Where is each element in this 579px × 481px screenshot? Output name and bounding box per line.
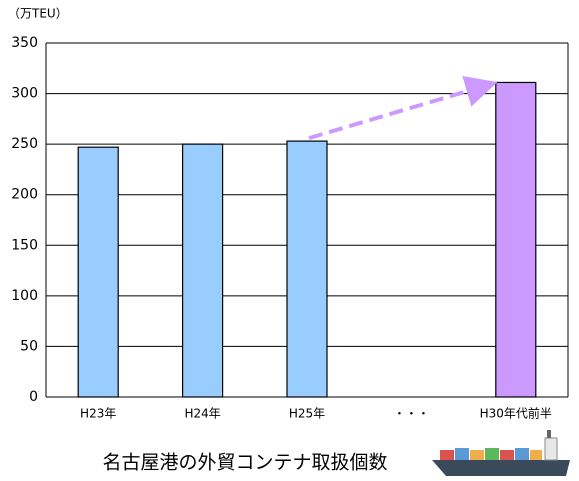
x-tick-label: ・・・ <box>393 407 429 421</box>
x-tick-label: H23年 <box>80 407 116 421</box>
y-tick-label: 250 <box>11 136 38 152</box>
chart: （万TEU） 名古屋港の外貿コンテナ取扱個数 0 50 100 150 200 250 30… <box>0 0 579 481</box>
x-tick-label: H25年 <box>289 407 325 421</box>
chart-title: 名古屋港の外貿コンテナ取扱個数 <box>102 452 387 474</box>
y-tick-label: 150 <box>11 237 38 253</box>
bar <box>287 141 327 397</box>
y-tick-label: 100 <box>11 288 38 304</box>
y-tick-label: 50 <box>20 338 38 354</box>
bar <box>78 147 118 397</box>
y-tick-label: 300 <box>11 86 38 102</box>
x-tick-label: H24年 <box>184 407 220 421</box>
ship-icon <box>432 430 570 476</box>
y-axis-label: （万TEU） <box>8 7 68 21</box>
x-tick-label: H30年代前半 <box>480 406 552 421</box>
y-tick-label: 0 <box>29 389 38 405</box>
bar <box>183 144 223 397</box>
y-tick-label: 350 <box>11 35 38 51</box>
bar <box>496 82 536 397</box>
y-tick-label: 200 <box>11 187 38 203</box>
trend-arrow <box>309 84 490 138</box>
